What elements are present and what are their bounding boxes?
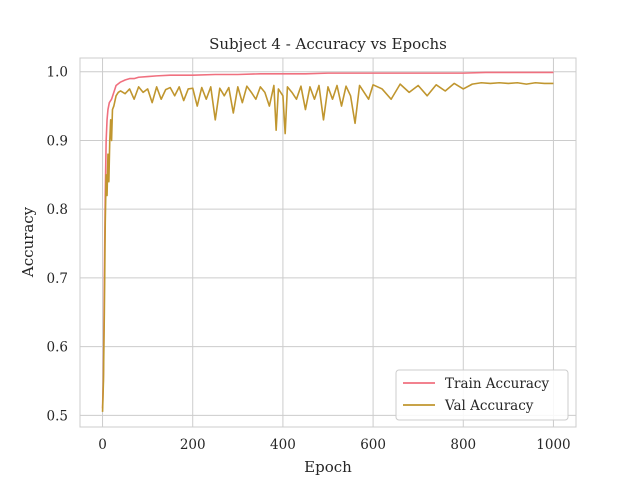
legend-label-train: Train Accuracy [445,376,549,392]
x-tick-label: 800 [450,437,476,453]
val-accuracy-line [101,81,554,412]
legend-box [395,369,569,421]
y-axis-label: Accuracy [19,206,37,278]
y-tick-label: 0.6 [47,340,68,356]
y-tick-label: 0.7 [47,271,68,287]
legend-label-val: Val Accuracy [444,398,534,414]
plot-frame [79,57,577,428]
train-accuracy-line [101,71,554,409]
y-tick-label: 0.9 [47,133,68,149]
plot-area [80,58,576,427]
y-tick-label: 0.5 [47,408,68,424]
x-tick-label: 1000 [536,437,570,453]
y-tick-label: 0.8 [47,202,68,218]
x-tick-label: 200 [180,437,206,453]
chart-title: Subject 4 - Accuracy vs Epochs [209,35,447,53]
x-tick-label: 600 [360,437,386,453]
x-tick-label: 400 [270,437,296,453]
y-tick-label: 1.0 [47,65,68,81]
x-tick-label: 0 [98,437,107,453]
series-layer [101,71,554,412]
x-axis-label: Epoch [304,458,352,476]
legend: Train Accuracy Val Accuracy [395,369,569,421]
tick-layer: 0 200 400 600 800 1000 0.5 0.6 0.7 0.8 0.9 1.0 [47,65,571,453]
